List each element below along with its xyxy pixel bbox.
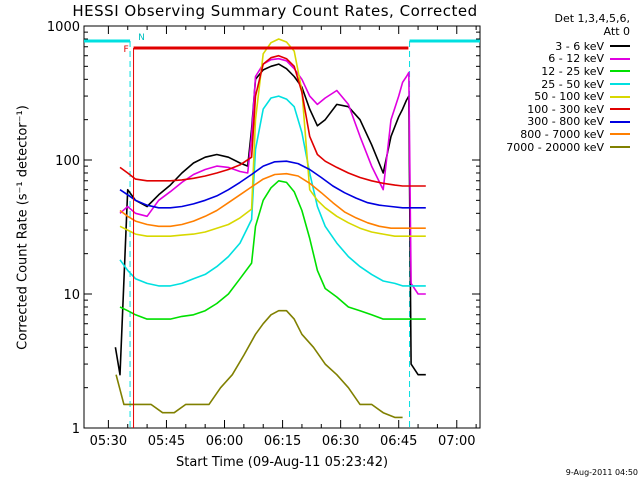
x-tick-label-06:15: 06:15 <box>264 434 301 449</box>
series-line-4 <box>119 38 426 237</box>
series-line-7 <box>119 172 426 229</box>
x-axis-label: Start Time (09-Aug-11 05:23:42) <box>175 455 389 470</box>
x-tick-label-06:00: 06:00 <box>206 434 243 449</box>
legend-item-label: 25 - 50 keV <box>541 77 604 91</box>
legend-item: 25 - 50 keV <box>470 78 630 91</box>
legend-item: 800 - 7000 keV <box>470 128 630 141</box>
legend-swatch <box>610 120 630 123</box>
legend-header-line-1: Det 1,3,4,5,6, <box>554 12 630 25</box>
y-tick-label-100: 100 <box>55 154 80 169</box>
legend-item: 12 - 25 keV <box>470 65 630 78</box>
legend-item: 6 - 12 keV <box>470 52 630 66</box>
x-tick-label-05:30: 05:30 <box>90 434 127 449</box>
legend-item: 50 - 100 keV <box>470 90 630 103</box>
legend-item: 7000 - 20000 keV <box>470 141 630 154</box>
legend-item: 300 - 800 keV <box>470 115 630 129</box>
legend-item-label: 12 - 25 keV <box>541 64 604 78</box>
x-tick-label-06:45: 06:45 <box>380 434 417 449</box>
legend-swatch <box>610 108 630 111</box>
x-tick-label-05:45: 05:45 <box>148 434 185 449</box>
x-tick-label-07:00: 07:00 <box>438 434 475 449</box>
series-line-6 <box>119 160 426 209</box>
legend-item-label: 6 - 12 keV <box>548 52 604 66</box>
legend-swatch <box>610 95 630 98</box>
legend-item: 100 - 300 keV <box>470 103 630 116</box>
series-line-3 <box>119 95 426 287</box>
plot-frame <box>83 25 481 429</box>
series-line-8 <box>115 309 403 419</box>
legend-swatch <box>610 57 630 60</box>
series-line-0 <box>114 63 426 376</box>
y-tick-label-1: 1 <box>72 422 80 437</box>
series-line-5 <box>119 54 426 187</box>
legend-swatch <box>610 133 630 136</box>
y-tick-label-10: 10 <box>63 288 80 303</box>
x-tick-label-06:30: 06:30 <box>322 434 359 449</box>
series-line-2 <box>119 180 426 320</box>
legend-item-label: 50 - 100 keV <box>534 90 604 104</box>
legend-item-label: 300 - 800 keV <box>527 115 604 129</box>
legend-swatch <box>610 70 630 73</box>
chart-title: HESSI Observing Summary Count Rates, Cor… <box>72 2 478 20</box>
y-tick-label-1000: 1000 <box>47 20 80 35</box>
series-line-1 <box>119 57 426 295</box>
legend: 3 - 6 keV 6 - 12 keV 12 - 25 keV 25 - 50 ke… <box>470 40 630 154</box>
legend-swatch <box>610 83 630 86</box>
legend-item-label: 100 - 300 keV <box>527 102 604 116</box>
legend-header: Det 1,3,4,5,6, Att 0 <box>490 12 630 38</box>
generated-timestamp: 9-Aug-2011 04:50 <box>565 468 638 477</box>
legend-header-line-2: Att 0 <box>603 25 630 38</box>
legend-item-label: 800 - 7000 keV <box>520 127 604 141</box>
legend-item-label: 3 - 6 keV <box>555 39 604 53</box>
legend-item-label: 7000 - 20000 keV <box>506 140 604 154</box>
night-marker-label: N <box>138 33 145 43</box>
legend-swatch <box>610 45 630 48</box>
flare-marker-label: F <box>124 45 129 55</box>
legend-item: 3 - 6 keV <box>470 40 630 53</box>
legend-swatch <box>610 146 630 149</box>
